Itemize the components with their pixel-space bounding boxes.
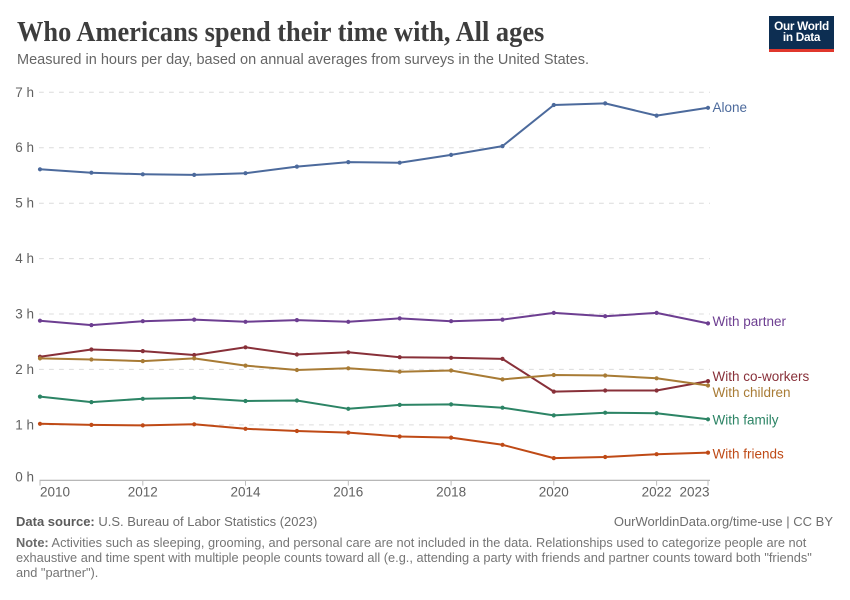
svg-text:3 h: 3 h	[15, 307, 34, 322]
svg-text:With partner: With partner	[713, 314, 787, 329]
svg-text:2016: 2016	[333, 485, 363, 500]
svg-text:2014: 2014	[230, 485, 261, 500]
svg-text:0 h: 0 h	[15, 469, 34, 484]
svg-text:4 h: 4 h	[15, 251, 34, 266]
svg-text:2010: 2010	[40, 485, 70, 500]
svg-text:2 h: 2 h	[15, 362, 34, 377]
svg-text:With friends: With friends	[713, 447, 785, 462]
svg-text:1 h: 1 h	[15, 417, 34, 432]
svg-text:2023: 2023	[679, 485, 709, 500]
svg-text:7 h: 7 h	[15, 85, 34, 100]
svg-text:2012: 2012	[128, 485, 158, 500]
svg-text:2020: 2020	[539, 485, 569, 500]
svg-text:2018: 2018	[436, 485, 466, 500]
svg-text:With co-workers: With co-workers	[713, 369, 810, 384]
svg-text:6 h: 6 h	[15, 140, 34, 155]
svg-text:2022: 2022	[642, 485, 672, 500]
svg-text:Alone: Alone	[713, 100, 748, 115]
svg-text:With children: With children	[713, 385, 791, 400]
svg-text:With family: With family	[713, 413, 779, 428]
svg-text:5 h: 5 h	[15, 196, 34, 211]
